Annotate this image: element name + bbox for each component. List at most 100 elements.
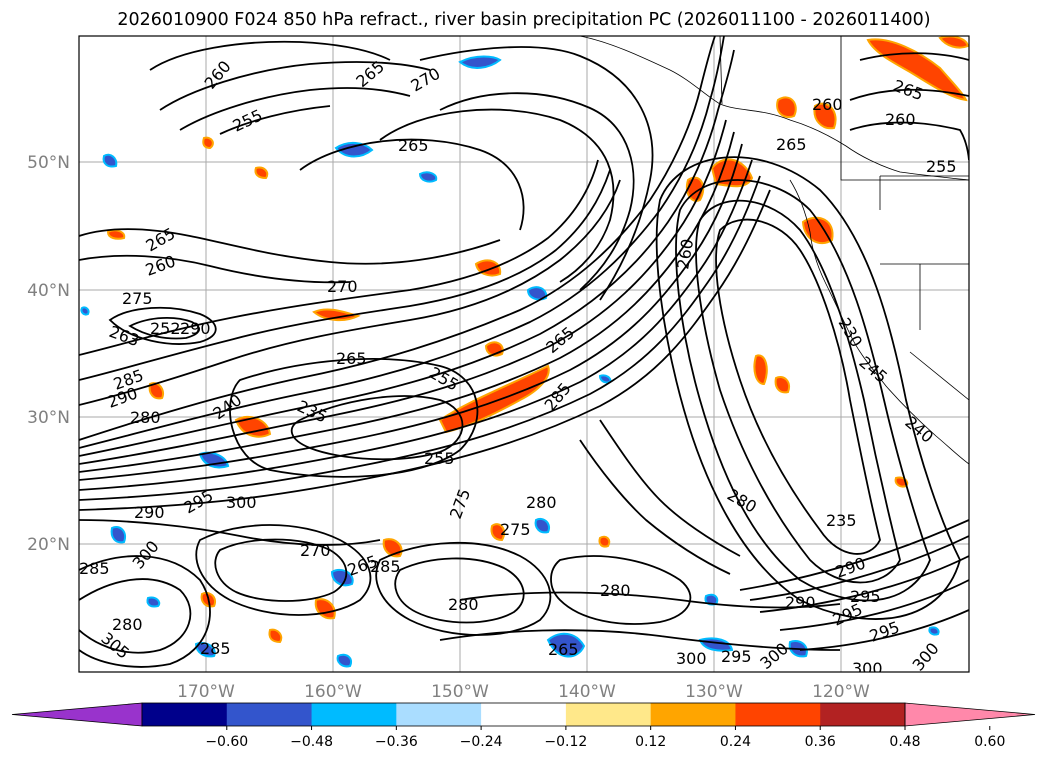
coastlines: [579, 36, 969, 465]
contour-line: [379, 108, 615, 283]
contour-line: [108, 306, 217, 345]
precip-blob: [80, 306, 90, 316]
precip-blob: [546, 632, 586, 658]
map-title: 2026010900 F024 850 hPa refract., river …: [117, 10, 930, 30]
contour-line: [419, 46, 654, 301]
contour-line: [79, 36, 725, 449]
contour-label: 300: [852, 659, 883, 678]
precip-blob: [753, 354, 768, 386]
contour-line: [779, 579, 969, 631]
contour-line: [149, 40, 391, 71]
lon-label-170w: 170°W: [177, 682, 235, 702]
contour-line: [79, 131, 735, 473]
colorbar-extend-low: [11, 702, 143, 727]
precip-blob: [534, 518, 550, 534]
colorbar-extend-high: [904, 702, 1036, 727]
colorbar-tick-label: 0.24: [720, 734, 751, 750]
map-background: [79, 36, 969, 672]
colorbar-tick-label: −0.36: [375, 734, 418, 750]
contour-line: [799, 609, 969, 651]
precip-blob: [598, 374, 612, 384]
contour-label: 290: [785, 593, 816, 612]
contour-line: [179, 87, 411, 131]
contour-line: [579, 439, 731, 575]
colorbar-tick-labels: −0.60 −0.48 −0.36 −0.24 −0.12 0.12 0.24 0.36 0.4…: [205, 734, 1005, 750]
contour-line: [195, 524, 372, 616]
colorbar-segment: [226, 703, 313, 726]
colorbar-segment: [820, 703, 906, 726]
contour-label: 235: [826, 511, 857, 530]
lon-label-160w: 160°W: [304, 682, 362, 702]
contour-line: [375, 541, 552, 636]
contour-line: [79, 143, 743, 481]
contour-line: [439, 92, 635, 291]
lon-label-130w: 130°W: [685, 682, 743, 702]
contour-line: [759, 555, 969, 613]
map-frame: [78, 35, 970, 673]
colorbar-ticks: [226, 726, 991, 730]
precip-blob: [598, 535, 611, 548]
contour-line: [79, 189, 771, 511]
contour-label: 300: [676, 649, 707, 668]
contour-line: [79, 555, 211, 668]
contour-label: 290: [180, 319, 211, 338]
contour-line: [79, 159, 753, 491]
lat-label-30n: 30°N: [27, 408, 70, 428]
contour-line: [79, 254, 351, 284]
contour-line: [79, 36, 716, 441]
contour-line: [159, 61, 431, 111]
colorbar-segment: [396, 703, 482, 726]
precip-blob: [268, 628, 283, 644]
contour-label: 280: [526, 493, 557, 512]
contour-line: [695, 199, 901, 584]
precip-blob: [776, 96, 797, 118]
contour-label: 260: [885, 110, 916, 129]
precip-blob: [102, 153, 118, 168]
precip-blob: [312, 308, 361, 322]
contour-line: [79, 519, 381, 546]
colorbar-segment: [481, 703, 567, 726]
precip-blob: [202, 136, 214, 150]
longitude-labels: 170°W 160°W 150°W 140°W 130°W 120°W: [177, 682, 870, 702]
contour-line: [290, 395, 464, 461]
contour-line: [439, 629, 841, 651]
contour-label: 265: [336, 349, 367, 368]
contour-label: 295: [850, 587, 881, 606]
colorbar-tick-label: 0.12: [635, 734, 666, 750]
colorbar-tick-label: 0.60: [974, 734, 1005, 750]
contour-label: 285: [200, 639, 231, 658]
contour-line: [675, 179, 931, 602]
contour-label: 265: [776, 135, 807, 154]
precip-blob: [336, 653, 352, 668]
contour-line: [715, 218, 881, 555]
colorbar-outline: [141, 702, 906, 727]
precip-blob: [330, 568, 354, 587]
precip-blob: [774, 376, 790, 394]
colorbar-tick-label: −0.24: [460, 734, 503, 750]
contour-line: [219, 105, 331, 135]
contour-line: [459, 591, 841, 609]
contour-line: [849, 88, 969, 101]
contour-line: [79, 49, 735, 457]
precip-blob: [418, 171, 438, 183]
colorbar-segment: [735, 703, 821, 726]
precip-blob: [194, 642, 216, 658]
contour-label: 280: [448, 595, 479, 614]
lat-label-40n: 40°N: [27, 281, 70, 301]
contour-label: 270: [327, 277, 358, 296]
contour-line: [79, 169, 611, 381]
state-borders: [879, 175, 969, 401]
precip-blob: [146, 596, 161, 608]
contour-label: 260: [812, 95, 843, 114]
colorbar-segment: [650, 703, 736, 726]
contour-label: 280: [130, 408, 161, 427]
precip-blob: [254, 166, 269, 180]
contour-label: 280: [112, 615, 143, 634]
contour-line: [79, 228, 501, 265]
alaska-coastline: [579, 36, 969, 181]
contour-label: 255: [926, 157, 957, 176]
lon-label-150w: 150°W: [431, 682, 489, 702]
contour-label: 300: [226, 493, 257, 512]
contour-line: [749, 535, 969, 601]
